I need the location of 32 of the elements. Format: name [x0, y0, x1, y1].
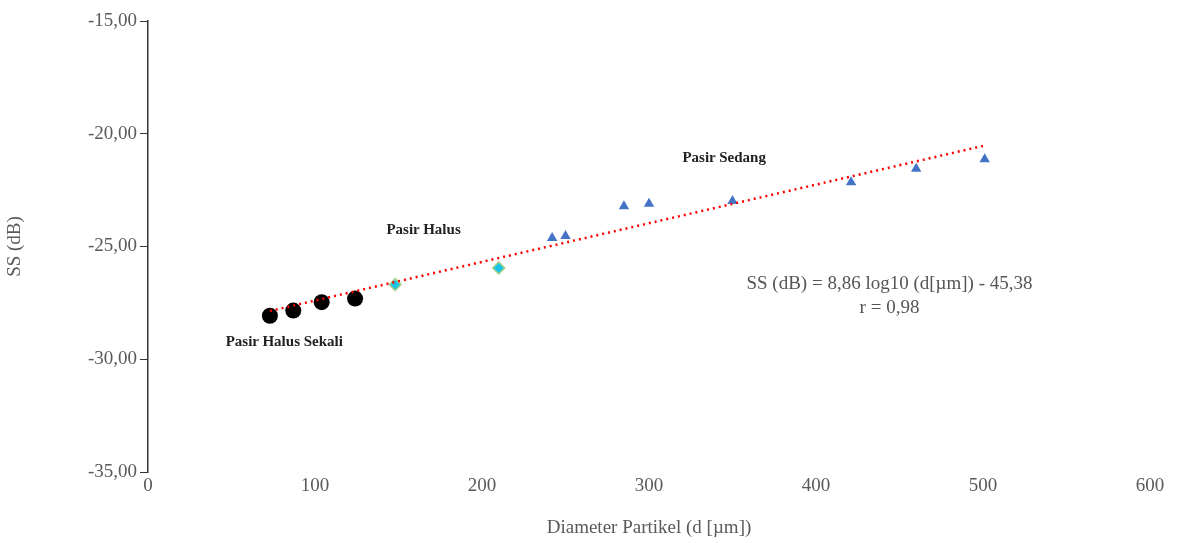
y-tick-label: -20,00 — [87, 121, 137, 143]
point — [643, 197, 655, 207]
y-tick-label: -25,00 — [87, 234, 137, 256]
y-tick-label: -35,00 — [87, 459, 137, 481]
x-tick-label: 500 — [968, 474, 998, 496]
y-tick-label: -15,00 — [87, 8, 137, 30]
annotation: Pasir Halus Sekali — [225, 332, 343, 349]
x-tick-label: 200 — [467, 474, 497, 496]
x-tick-label: 300 — [634, 474, 664, 496]
point — [911, 162, 922, 172]
x-tick-label: 100 — [300, 474, 330, 496]
annotation: SS (dB) = 8,86 log10 (d[µm]) - 45,38 — [746, 271, 1033, 294]
point — [618, 200, 630, 210]
point — [491, 261, 506, 275]
x-tick-label: 600 — [1135, 474, 1165, 496]
point — [546, 231, 558, 241]
annotation: Pasir Sedang — [682, 148, 767, 165]
annotation: Pasir Halus — [386, 220, 461, 237]
y-axis-title: SS (dB) — [3, 216, 26, 277]
x-axis-title: Diameter Partikel (d [µm]) — [546, 515, 752, 538]
point — [845, 176, 857, 186]
point — [285, 302, 302, 319]
annotation: r = 0,98 — [859, 295, 920, 317]
point — [979, 153, 990, 163]
x-tick-label: 0 — [143, 474, 153, 496]
y-tick-label: -30,00 — [87, 347, 137, 369]
point — [388, 277, 402, 292]
point — [560, 229, 571, 239]
point — [347, 290, 364, 307]
point — [261, 307, 278, 324]
x-tick-label: 400 — [801, 474, 831, 496]
point — [313, 294, 330, 311]
